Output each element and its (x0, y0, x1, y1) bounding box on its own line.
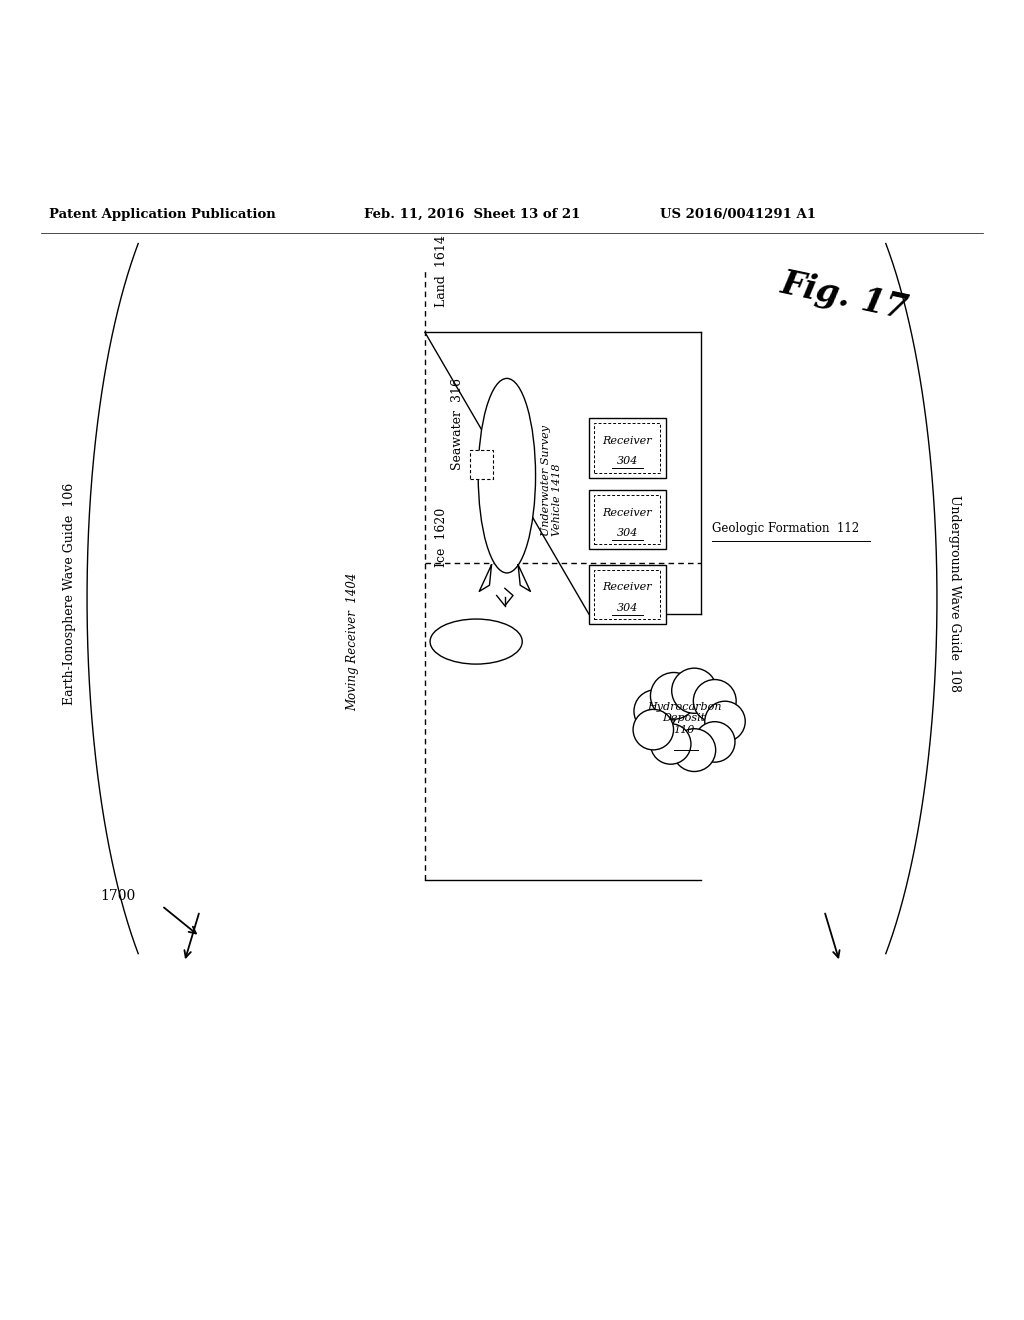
Text: Underground Wave Guide  108: Underground Wave Guide 108 (948, 495, 961, 692)
Circle shape (650, 723, 691, 764)
Circle shape (693, 680, 736, 722)
Text: Fig. 17: Fig. 17 (778, 267, 911, 326)
Bar (589, 490, 666, 549)
Text: Receiver: Receiver (602, 582, 652, 593)
Circle shape (633, 709, 674, 750)
FancyBboxPatch shape (470, 450, 493, 479)
Bar (594, 570, 660, 619)
Text: Receiver: Receiver (602, 436, 652, 446)
Circle shape (672, 668, 717, 713)
Text: 304: 304 (616, 457, 638, 466)
Bar (589, 565, 666, 624)
Text: Geologic Formation  112: Geologic Formation 112 (712, 523, 859, 536)
Circle shape (673, 729, 716, 771)
Text: Patent Application Publication: Patent Application Publication (49, 209, 275, 220)
Text: Underwater Survey
Vehicle 1418: Underwater Survey Vehicle 1418 (541, 425, 562, 536)
Text: 304: 304 (616, 602, 638, 612)
Text: Earth-Ionosphere Wave Guide  106: Earth-Ionosphere Wave Guide 106 (63, 482, 76, 705)
Ellipse shape (430, 619, 522, 664)
Circle shape (694, 722, 735, 762)
Text: US 2016/0041291 A1: US 2016/0041291 A1 (660, 209, 816, 220)
Bar (594, 424, 660, 473)
Bar (589, 418, 666, 478)
Circle shape (705, 701, 745, 742)
Text: Receiver: Receiver (602, 508, 652, 517)
Text: Ice  1620: Ice 1620 (435, 507, 449, 566)
Text: Hydrocarbon
Deposit
110: Hydrocarbon Deposit 110 (647, 702, 721, 735)
Circle shape (650, 672, 697, 719)
Ellipse shape (478, 379, 536, 573)
Text: 304: 304 (616, 528, 638, 537)
Text: Moving Receiver  1404: Moving Receiver 1404 (346, 573, 359, 710)
Text: Feb. 11, 2016  Sheet 13 of 21: Feb. 11, 2016 Sheet 13 of 21 (364, 209, 580, 220)
Bar (594, 495, 660, 544)
Text: Seawater  316: Seawater 316 (451, 379, 464, 470)
Text: Land  1614: Land 1614 (435, 235, 449, 306)
Circle shape (634, 690, 677, 733)
Text: 1700: 1700 (100, 888, 135, 903)
